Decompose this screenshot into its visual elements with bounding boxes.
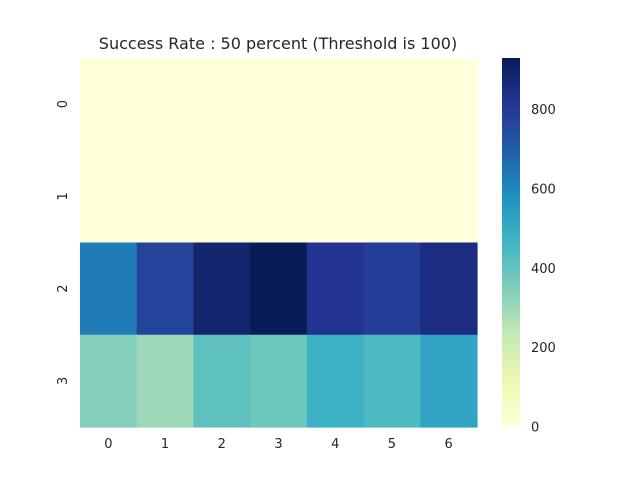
x-tick-label: 3 — [274, 437, 282, 452]
heatmap-cell — [136, 334, 195, 428]
heatmap-cell — [136, 150, 195, 244]
y-tick-label: 0 — [56, 100, 71, 108]
y-axis-tick-labels: 0 1 2 3 — [56, 100, 71, 385]
heatmap-cell — [80, 58, 138, 151]
x-tick-label: 0 — [104, 437, 112, 452]
heatmap-cell — [136, 58, 195, 151]
x-tick-label: 5 — [388, 437, 396, 452]
chart-title: Success Rate : 50 percent (Threshold is … — [99, 34, 457, 53]
x-tick-label: 4 — [331, 437, 339, 452]
heatmap-cell — [363, 58, 421, 151]
heatmap-cell — [420, 150, 478, 244]
colorbar-tick-label: 600 — [531, 182, 556, 197]
heatmap-cell — [363, 242, 421, 336]
colorbar-tick-labels: 0 200 400 600 800 — [531, 103, 556, 435]
heatmap-cell — [80, 242, 138, 336]
heatmap-cell — [136, 242, 195, 336]
heatmap-cell — [193, 334, 251, 428]
heatmap-cell — [80, 334, 138, 428]
x-tick-label: 1 — [161, 437, 169, 452]
heatmap-cell — [420, 58, 478, 151]
colorbar — [502, 58, 520, 427]
y-tick-label: 1 — [56, 192, 71, 200]
heatmap-cell — [250, 334, 308, 428]
heatmap-cell — [306, 334, 365, 428]
x-axis-tick-labels: 0 1 2 3 4 5 6 — [104, 437, 453, 452]
heatmap-cell — [250, 150, 308, 244]
heatmap-cell — [193, 242, 251, 336]
heatmap-cell — [363, 150, 421, 244]
heatmap-cell — [420, 334, 478, 428]
y-tick-label: 2 — [56, 284, 71, 292]
colorbar-tick-label: 200 — [531, 341, 556, 356]
heatmap-cell — [306, 242, 365, 336]
heatmap-cell — [306, 150, 365, 244]
colorbar-tick-label: 800 — [531, 103, 556, 118]
x-tick-label: 6 — [444, 437, 452, 452]
heatmap-cell — [250, 242, 308, 336]
heatmap-cells — [80, 58, 478, 428]
y-tick-label: 3 — [56, 377, 71, 385]
heatmap-cell — [193, 58, 251, 151]
heatmap-cell — [420, 242, 478, 336]
heatmap-cell — [193, 150, 251, 244]
heatmap-cell — [80, 150, 138, 244]
heatmap-cell — [306, 58, 365, 151]
colorbar-tick-label: 0 — [531, 421, 539, 436]
x-tick-label: 2 — [218, 437, 226, 452]
colorbar-tick-label: 400 — [531, 262, 556, 277]
heatmap-cell — [363, 334, 421, 428]
heatmap-cell — [250, 58, 308, 151]
